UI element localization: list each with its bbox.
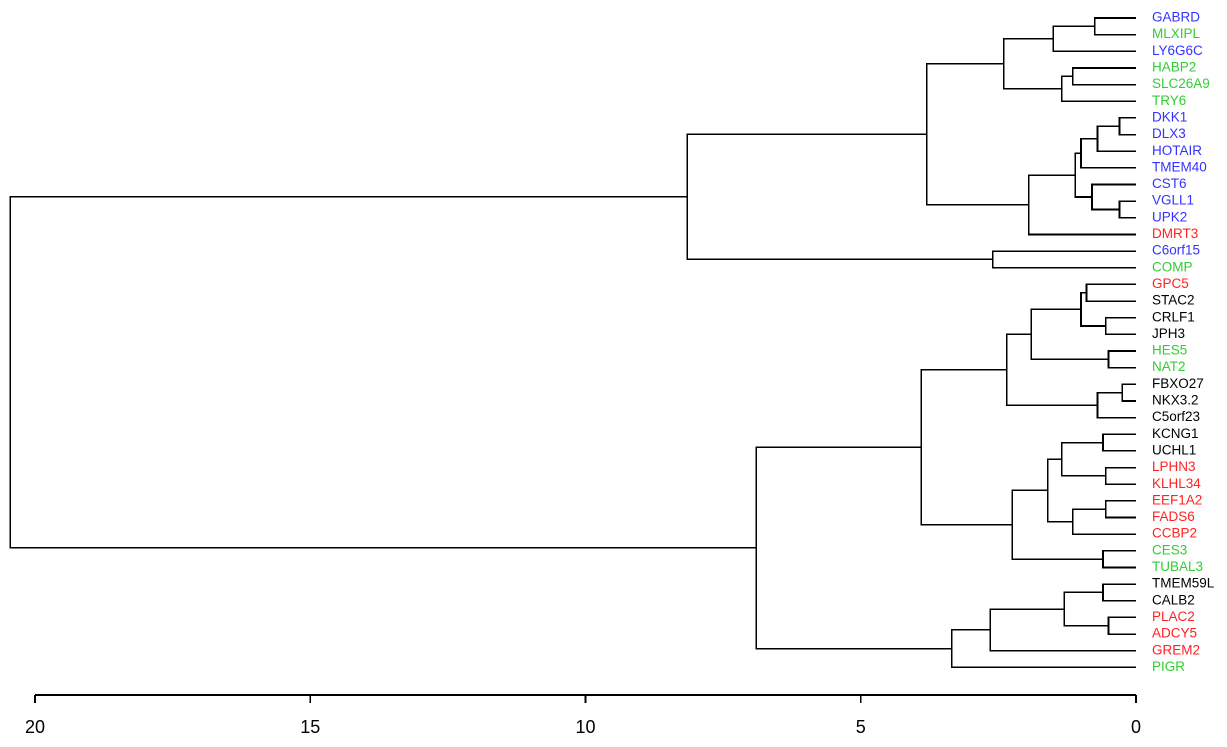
leaf-label: CCBP2	[1152, 526, 1197, 541]
leaf-label: TMEM40	[1152, 159, 1207, 174]
merge-link-m16	[1085, 283, 1136, 302]
leaf-label: EEF1A2	[1152, 492, 1202, 507]
leaf-label: GPC5	[1152, 276, 1189, 291]
leaf-label: TUBAL3	[1152, 559, 1203, 574]
leaf-label: DMRT3	[1152, 226, 1198, 241]
merge-link-m11	[1074, 152, 1092, 198]
merge-link-m33	[1102, 583, 1136, 602]
merge-link-m3	[1071, 67, 1136, 86]
merge-link-m25	[1104, 466, 1136, 485]
merge-link-m22	[1096, 391, 1136, 419]
x-tick-label: 15	[300, 717, 320, 737]
merge-link-m6	[1118, 117, 1136, 136]
merge-link-m7	[1096, 125, 1136, 152]
leaf-label: DLX3	[1152, 126, 1186, 141]
leaf-label: GABRD	[1152, 10, 1200, 25]
dendrogram-links	[9, 17, 1136, 669]
leaf-label: TMEM59L	[1152, 576, 1215, 591]
merge-link-m35	[1063, 591, 1109, 627]
x-tick-label: 5	[856, 717, 866, 737]
merge-link-m2	[1052, 25, 1136, 53]
merge-link-m17	[1104, 316, 1136, 336]
leaf-label: JPH3	[1152, 326, 1185, 341]
leaf-label: KLHL34	[1152, 476, 1201, 491]
merge-link-m34	[1107, 616, 1136, 635]
leaf-label: FADS6	[1152, 509, 1195, 524]
merge-link-m13	[926, 62, 1029, 206]
leaf-label: CRLF1	[1152, 309, 1195, 324]
merge-link-m32	[920, 368, 1013, 526]
merge-link-m18	[1080, 291, 1106, 327]
merge-link-m21	[1121, 383, 1136, 402]
leaf-label: KCNG1	[1152, 426, 1199, 441]
x-axis: 20 15 10 5 0	[25, 694, 1141, 737]
leaf-label: CST6	[1152, 176, 1187, 191]
leaf-label: COMP	[1152, 259, 1193, 274]
leaf-label: UPK2	[1152, 209, 1187, 224]
merge-link-m19	[1107, 350, 1136, 369]
merge-link-m9	[1118, 200, 1136, 219]
x-tick-label: 0	[1131, 717, 1141, 737]
leaf-label: SLC26A9	[1152, 76, 1210, 91]
merge-link-m23	[1005, 333, 1098, 406]
merge-link-m37	[950, 629, 1136, 669]
merge-link-m10	[1091, 183, 1136, 211]
leaf-label: VGLL1	[1152, 193, 1194, 208]
merge-link-m27	[1104, 500, 1136, 519]
leaf-label: MLXIPL	[1152, 26, 1201, 41]
merge-link-m1	[1093, 17, 1136, 36]
merge-link-m15	[686, 133, 993, 261]
leaf-label: NAT2	[1152, 359, 1186, 374]
merge-link-m28	[1071, 508, 1136, 535]
merge-link-m31	[1011, 489, 1103, 560]
leaf-label: C6orf15	[1152, 243, 1200, 258]
leaf-label: PIGR	[1152, 659, 1185, 674]
leaf-label: PLAC2	[1152, 609, 1195, 624]
x-tick-label: 20	[25, 717, 45, 737]
merge-link-m26	[1060, 441, 1106, 477]
merge-link-m20	[1030, 308, 1109, 361]
x-tick-label: 10	[575, 717, 595, 737]
leaf-label: C5orf23	[1152, 409, 1200, 424]
leaf-label: GREM2	[1152, 642, 1200, 657]
leaf-label: HES5	[1152, 343, 1187, 358]
leaf-label: CALB2	[1152, 592, 1195, 607]
leaf-label: LPHN3	[1152, 459, 1196, 474]
merge-link-m39	[9, 196, 757, 549]
merge-link-m38	[755, 446, 952, 650]
leaf-label: UCHL1	[1152, 442, 1196, 457]
merge-link-m30	[1102, 550, 1136, 569]
leaf-label: FBXO27	[1152, 376, 1204, 391]
merge-link-m36	[989, 608, 1136, 652]
leaf-label: NKX3.2	[1152, 393, 1199, 408]
merge-link-m29	[1047, 458, 1073, 523]
leaf-label: STAC2	[1152, 293, 1195, 308]
merge-link-m8	[1080, 137, 1136, 169]
leaf-label: DKK1	[1152, 109, 1187, 124]
leaf-label: TRY6	[1152, 93, 1186, 108]
leaf-label: LY6G6C	[1152, 43, 1203, 58]
leaf-label: HABP2	[1152, 60, 1196, 75]
leaf-label: ADCY5	[1152, 626, 1197, 641]
leaf-label: CES3	[1152, 542, 1187, 557]
merge-link-m24	[1102, 433, 1136, 452]
merge-link-m14	[992, 250, 1136, 269]
leaf-label: HOTAIR	[1152, 143, 1202, 158]
